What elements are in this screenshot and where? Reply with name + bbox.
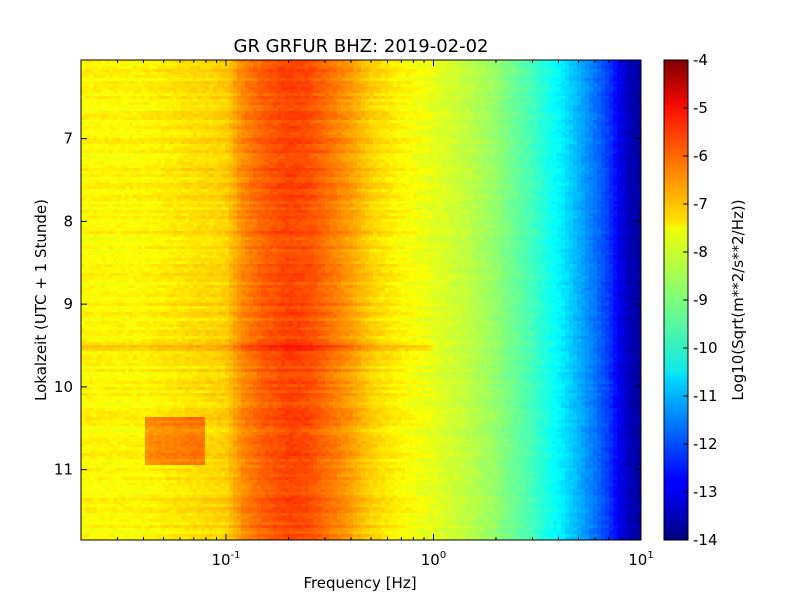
chart-title: GR GRFUR BHZ: 2019-02-02 <box>234 36 489 57</box>
heatmap-cells <box>81 60 642 541</box>
